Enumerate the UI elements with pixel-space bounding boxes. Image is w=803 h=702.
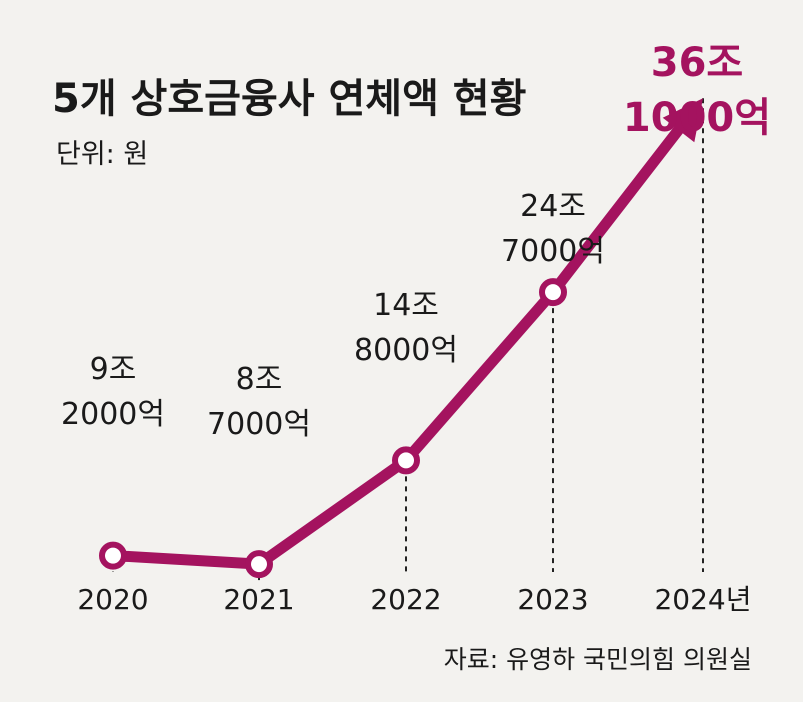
x-axis-ticks: 2020 2021 2022 2023 2024년 bbox=[77, 583, 751, 616]
x-tick-label: 2022 bbox=[370, 583, 441, 616]
data-label-line: 2000억 bbox=[61, 397, 165, 432]
data-labels: 9조 2000억 8조 7000억 14조 8000억 24조 7000억 36조 1000억 bbox=[61, 40, 771, 442]
arrow-head bbox=[662, 98, 703, 143]
data-label-line: 36조 bbox=[651, 40, 743, 86]
x-tick-label: 2020 bbox=[77, 583, 148, 616]
data-point bbox=[392, 446, 420, 475]
chart-title: 5개 상호금융사 연체액 현황 bbox=[52, 76, 526, 122]
unit-label: 단위: 원 bbox=[56, 139, 148, 170]
data-label-line: 9조 bbox=[90, 352, 137, 387]
data-label: 36조 1000억 bbox=[623, 40, 771, 141]
data-label-line: 8조 bbox=[236, 362, 283, 397]
data-label: 9조 2000억 bbox=[61, 352, 165, 432]
data-points bbox=[99, 98, 703, 579]
data-label: 24조 7000억 bbox=[501, 189, 605, 269]
data-point bbox=[245, 550, 273, 579]
x-tick-label: 2023 bbox=[517, 583, 588, 616]
data-label-line: 7000억 bbox=[207, 407, 311, 442]
data-label-line: 7000억 bbox=[501, 234, 605, 269]
data-label-line: 1000억 bbox=[623, 95, 771, 141]
data-point bbox=[539, 278, 567, 307]
data-label: 14조 8000억 bbox=[354, 288, 458, 368]
x-tick-label: 2021 bbox=[223, 583, 294, 616]
data-point bbox=[99, 541, 127, 570]
data-label: 8조 7000억 bbox=[207, 362, 311, 442]
data-label-line: 24조 bbox=[520, 189, 586, 224]
data-label-line: 14조 bbox=[373, 288, 439, 323]
data-label-line: 8000억 bbox=[354, 333, 458, 368]
source-note: 자료: 유영하 국민의힘 의원실 bbox=[444, 645, 752, 674]
x-tick-label: 2024년 bbox=[654, 583, 751, 616]
